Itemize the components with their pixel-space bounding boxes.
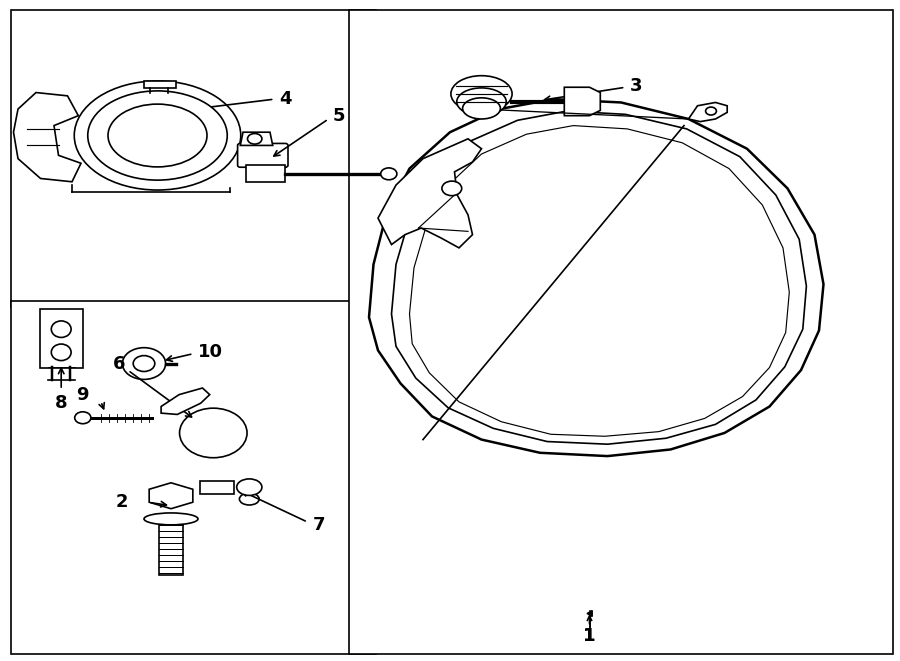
Ellipse shape [144,513,198,525]
Ellipse shape [88,91,227,180]
Text: 10: 10 [198,343,223,362]
Polygon shape [369,99,824,456]
Polygon shape [149,483,193,509]
Bar [349,10,893,654]
Text: 4: 4 [279,90,292,108]
Polygon shape [144,81,176,88]
FancyBboxPatch shape [238,143,288,167]
Circle shape [706,107,716,115]
Circle shape [381,168,397,180]
Text: 5: 5 [333,106,346,125]
Ellipse shape [108,104,207,167]
Polygon shape [159,519,183,575]
Ellipse shape [51,321,71,337]
Polygon shape [240,132,273,145]
Text: 3: 3 [630,77,643,95]
Polygon shape [688,102,727,122]
Bar [11,301,376,654]
Circle shape [133,356,155,371]
Ellipse shape [51,344,71,361]
Text: 7: 7 [312,516,325,535]
Polygon shape [564,87,600,116]
Ellipse shape [237,479,262,496]
Polygon shape [14,93,81,182]
Polygon shape [161,388,210,414]
FancyBboxPatch shape [40,309,83,368]
Text: 6: 6 [112,354,125,373]
Circle shape [248,134,262,144]
Text: 8: 8 [55,394,68,412]
Polygon shape [200,481,234,494]
Circle shape [442,181,462,196]
Ellipse shape [239,493,259,505]
Ellipse shape [179,408,247,458]
Ellipse shape [463,98,500,119]
Circle shape [75,412,91,424]
Text: 9: 9 [76,385,89,404]
Ellipse shape [456,88,506,116]
Text: 1: 1 [583,627,596,645]
Polygon shape [378,139,482,248]
Ellipse shape [74,81,241,190]
Circle shape [122,348,166,379]
Text: 1: 1 [583,627,596,645]
Ellipse shape [451,75,512,112]
Polygon shape [246,165,285,182]
Text: 2: 2 [115,493,128,512]
Bar [11,10,376,307]
